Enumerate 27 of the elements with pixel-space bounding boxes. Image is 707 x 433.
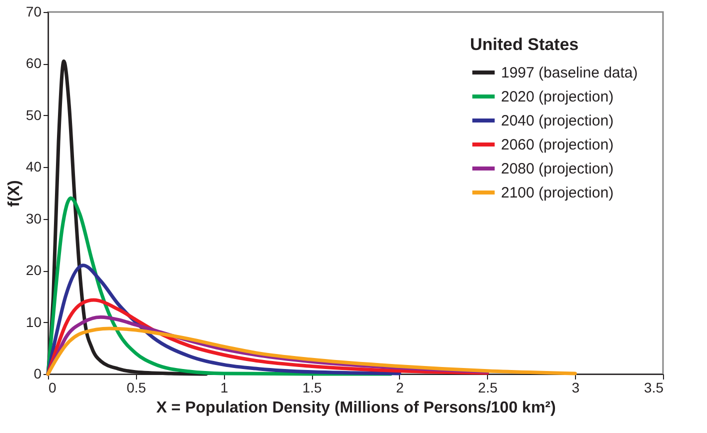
x-axis-title: X = Population Density (Millions of Persons/100 km²): [156, 400, 556, 416]
x-tick-label: 1.5: [302, 380, 322, 396]
line-series: [46, 326, 577, 376]
y-axis-title: f(X): [6, 180, 23, 207]
y-tick-label: 10: [26, 314, 42, 330]
legend-label: 2060 (projection): [501, 136, 614, 154]
x-tick-label: 3: [572, 380, 580, 396]
y-tick-label: 40: [26, 158, 42, 175]
y-tick-label: 30: [26, 210, 42, 226]
legend-title: United States: [470, 35, 579, 54]
x-tick-label: 0.5: [126, 380, 146, 396]
legend-label: 2040 (projection): [501, 112, 614, 130]
line-series: [46, 264, 402, 376]
y-tick-label: 0: [34, 366, 42, 382]
legend-label: 1997 (baseline data): [501, 64, 638, 82]
x-tick-label: 0: [48, 380, 56, 396]
legend-label: 2080 (projection): [501, 160, 614, 178]
x-tick-label: 2: [396, 380, 404, 396]
legend-label: 2100 (projection): [501, 184, 614, 202]
legend-label: 2020 (projection): [501, 88, 614, 106]
y-tick-label: 70: [26, 4, 42, 20]
x-tick-label: 1: [220, 380, 228, 396]
y-tick-label: 60: [26, 55, 42, 72]
x-tick-label: 3.5: [644, 380, 664, 396]
y-tick-label: 20: [26, 262, 42, 278]
x-tick-label: 2.5: [478, 380, 498, 396]
y-tick-label: 50: [26, 106, 42, 123]
